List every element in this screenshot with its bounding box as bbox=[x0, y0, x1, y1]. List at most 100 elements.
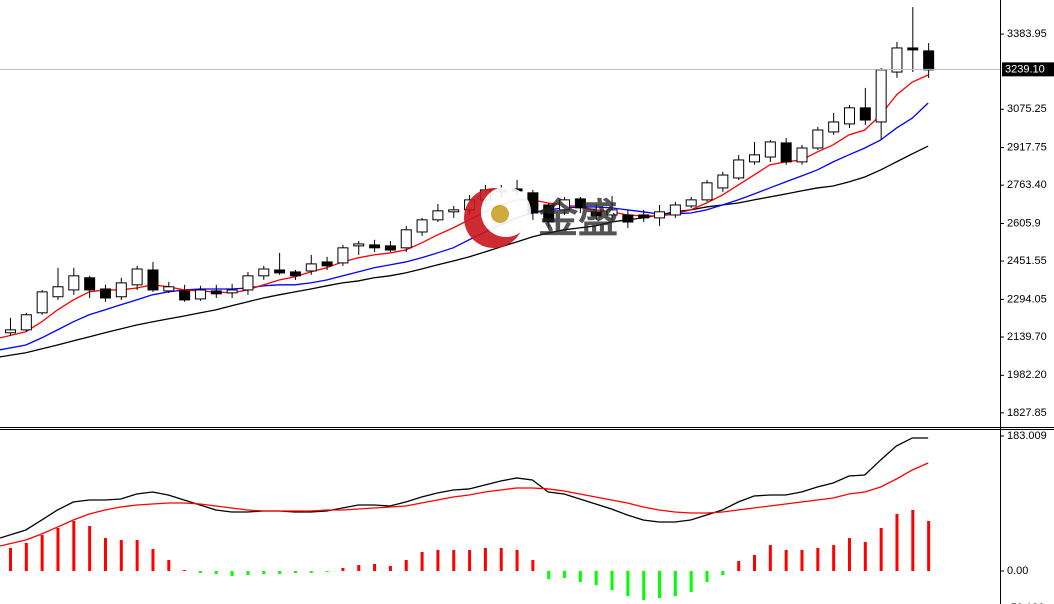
macd-bar bbox=[642, 571, 646, 601]
candle-body bbox=[20, 314, 32, 331]
candle-body bbox=[289, 271, 301, 277]
candle-body bbox=[99, 288, 111, 299]
indicator-line bbox=[0, 102, 929, 351]
candle-body bbox=[384, 245, 396, 251]
macd-bar bbox=[578, 571, 582, 583]
y-tick-label: 2451.55 bbox=[1007, 255, 1047, 267]
macd-bar bbox=[658, 571, 662, 599]
macd-bar bbox=[594, 571, 598, 586]
macd-bar bbox=[103, 538, 107, 572]
macd-bar bbox=[167, 560, 171, 572]
candle-body bbox=[163, 286, 175, 292]
macd-bar bbox=[388, 565, 392, 572]
macd-bar bbox=[88, 526, 92, 572]
macd-bar bbox=[784, 549, 788, 572]
macd-bar bbox=[56, 527, 60, 572]
y-tick-label: 2763.40 bbox=[1007, 179, 1047, 191]
macd-bar bbox=[373, 564, 377, 572]
y-tick-label: 3541.45 bbox=[1007, 0, 1047, 2]
macd-bar bbox=[879, 527, 883, 572]
macd-bar bbox=[151, 549, 155, 572]
indicator-line bbox=[0, 437, 929, 539]
candle-body bbox=[685, 199, 697, 207]
candle-body bbox=[669, 204, 681, 216]
y-tick-label: 2917.75 bbox=[1007, 141, 1047, 153]
candle-body bbox=[891, 47, 903, 73]
candle-body bbox=[812, 129, 824, 149]
macd-bar bbox=[563, 571, 567, 579]
macd-bar bbox=[673, 571, 677, 597]
candle-body bbox=[131, 268, 143, 286]
macd-bar bbox=[341, 567, 345, 572]
candle-body bbox=[590, 211, 602, 217]
candle-body bbox=[654, 211, 666, 219]
macd-bar bbox=[800, 549, 804, 572]
candle-body bbox=[305, 263, 317, 272]
indicator-line bbox=[0, 462, 929, 547]
candle-body bbox=[274, 269, 286, 274]
candle-body bbox=[606, 209, 618, 216]
macd-bar bbox=[357, 565, 361, 572]
candle-body bbox=[147, 269, 159, 291]
macd-bar bbox=[721, 571, 725, 575]
candle-body bbox=[559, 199, 571, 211]
y-tick-label: 1827.85 bbox=[1007, 407, 1047, 419]
macd-bar bbox=[737, 560, 741, 572]
y-tick-label: 0.00 bbox=[1007, 565, 1028, 577]
candle-body bbox=[733, 159, 745, 179]
macd-bar bbox=[325, 571, 329, 573]
candle-body bbox=[52, 286, 64, 298]
candle-body bbox=[400, 229, 412, 249]
macd-bar bbox=[278, 571, 282, 575]
candle-body bbox=[923, 50, 935, 71]
indicator-line bbox=[0, 145, 929, 358]
macd-bar bbox=[832, 545, 836, 572]
macd-bar bbox=[483, 547, 487, 572]
macd-bar bbox=[911, 509, 915, 572]
macd-bar bbox=[198, 571, 202, 574]
plot-area bbox=[0, 7, 1000, 601]
candle-body bbox=[68, 275, 80, 291]
macd-bar bbox=[309, 571, 313, 574]
y-tick-label: 3075.25 bbox=[1007, 103, 1047, 115]
candle-body bbox=[115, 282, 127, 298]
y-tick-label: -50.126 bbox=[1007, 602, 1044, 604]
macd-bar bbox=[230, 571, 234, 577]
candle-body bbox=[764, 141, 776, 158]
candle-body bbox=[337, 247, 349, 264]
macd-bar bbox=[610, 571, 614, 591]
y-tick-label: 183.009 bbox=[1007, 430, 1047, 442]
candle-body bbox=[875, 69, 887, 123]
candle-body bbox=[226, 289, 238, 294]
y-tick-label: 2605.9 bbox=[1007, 217, 1041, 229]
candle-body bbox=[432, 210, 444, 221]
watermark-logo: 金盛 bbox=[464, 187, 618, 248]
candle-body bbox=[828, 121, 840, 133]
y-tick-label: 1982.20 bbox=[1007, 369, 1047, 381]
candle-body bbox=[194, 289, 206, 300]
candle-body bbox=[369, 244, 381, 249]
candle-body bbox=[701, 182, 713, 201]
macd-bar bbox=[705, 571, 709, 583]
candle-body bbox=[780, 142, 792, 163]
candle-body bbox=[843, 107, 855, 125]
macd-bar bbox=[40, 535, 44, 572]
macd-bar bbox=[135, 540, 139, 572]
macd-bar bbox=[499, 547, 503, 572]
candle-body bbox=[574, 198, 586, 209]
macd-bar bbox=[689, 571, 693, 593]
macd-bar bbox=[768, 545, 772, 572]
candle-body bbox=[210, 290, 222, 295]
macd-bar bbox=[515, 549, 519, 572]
candle-body bbox=[179, 290, 191, 301]
candle-body bbox=[622, 214, 634, 223]
candle-body bbox=[717, 174, 729, 189]
macd-bar bbox=[863, 542, 867, 572]
macd-bar bbox=[262, 571, 266, 575]
macd-bar bbox=[452, 549, 456, 572]
macd-bar bbox=[547, 571, 551, 579]
candle-body bbox=[258, 268, 270, 277]
